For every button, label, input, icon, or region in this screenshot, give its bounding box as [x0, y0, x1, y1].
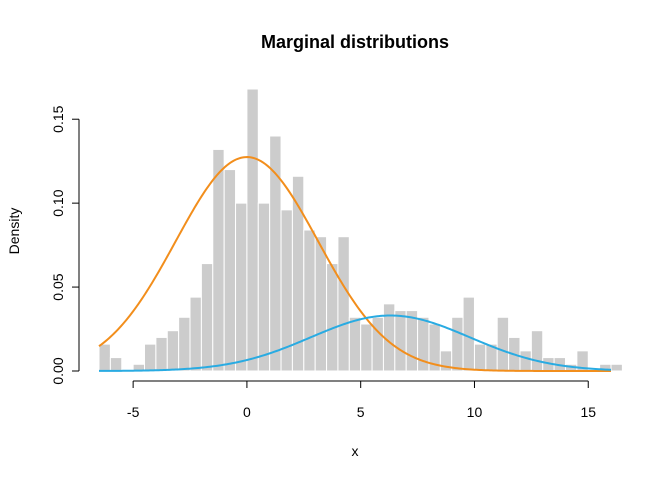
x-tick-label: -5: [127, 404, 140, 420]
histogram-bar: [348, 316, 362, 372]
histogram-bar: [178, 316, 191, 372]
x-tick-label: 15: [580, 404, 596, 420]
histogram-bar: [610, 363, 623, 372]
histogram-bar: [235, 202, 248, 372]
histogram-bar: [371, 316, 384, 372]
histogram-bar: [519, 350, 532, 372]
y-tick-label: 0.15: [50, 105, 66, 132]
histogram-bar: [496, 316, 510, 372]
histogram-bar: [473, 343, 487, 372]
x-axis-label: x: [352, 443, 359, 459]
histogram-bar: [98, 343, 111, 372]
histogram-bar: [223, 169, 237, 372]
chart-title: Marginal distributions: [261, 32, 449, 52]
y-tick-label: 0.05: [50, 273, 66, 300]
histogram-bar: [200, 263, 214, 372]
histogram-bar: [462, 296, 475, 372]
density-curve-orange: [98, 156, 611, 372]
histogram-bar: [189, 296, 202, 372]
density-curves: [98, 156, 612, 372]
density-curve-blue: [99, 314, 612, 372]
histogram-bar: [303, 229, 316, 372]
histogram-bar: [337, 236, 350, 372]
histogram-bar: [405, 310, 419, 372]
histogram-bar: [451, 316, 464, 372]
histogram-bar: [212, 148, 225, 372]
histogram-bar: [257, 202, 271, 372]
histogram-bars: [98, 88, 623, 372]
histogram-bar: [109, 357, 123, 372]
y-axis: 0.00 0.05 0.10 0.15: [50, 105, 80, 385]
histogram-bar: [269, 135, 282, 372]
histogram-bar: [394, 310, 407, 372]
x-tick-label: 5: [357, 404, 365, 420]
y-axis-label: Density: [6, 208, 22, 255]
histogram-bar: [144, 343, 157, 372]
histogram-bar: [360, 323, 373, 372]
x-tick-label: 0: [243, 404, 251, 420]
histogram-bar: [166, 330, 180, 372]
histogram-bar: [155, 336, 168, 372]
histogram-bar: [246, 88, 259, 372]
y-tick-label: 0.10: [50, 189, 66, 216]
histogram-bar: [326, 263, 339, 372]
y-tick-label: 0.00: [50, 357, 66, 384]
histogram-bar: [314, 236, 328, 372]
x-tick-label: 10: [467, 404, 483, 420]
x-axis: -5 0 5 10 15: [127, 380, 596, 420]
histogram-bar: [530, 330, 544, 372]
